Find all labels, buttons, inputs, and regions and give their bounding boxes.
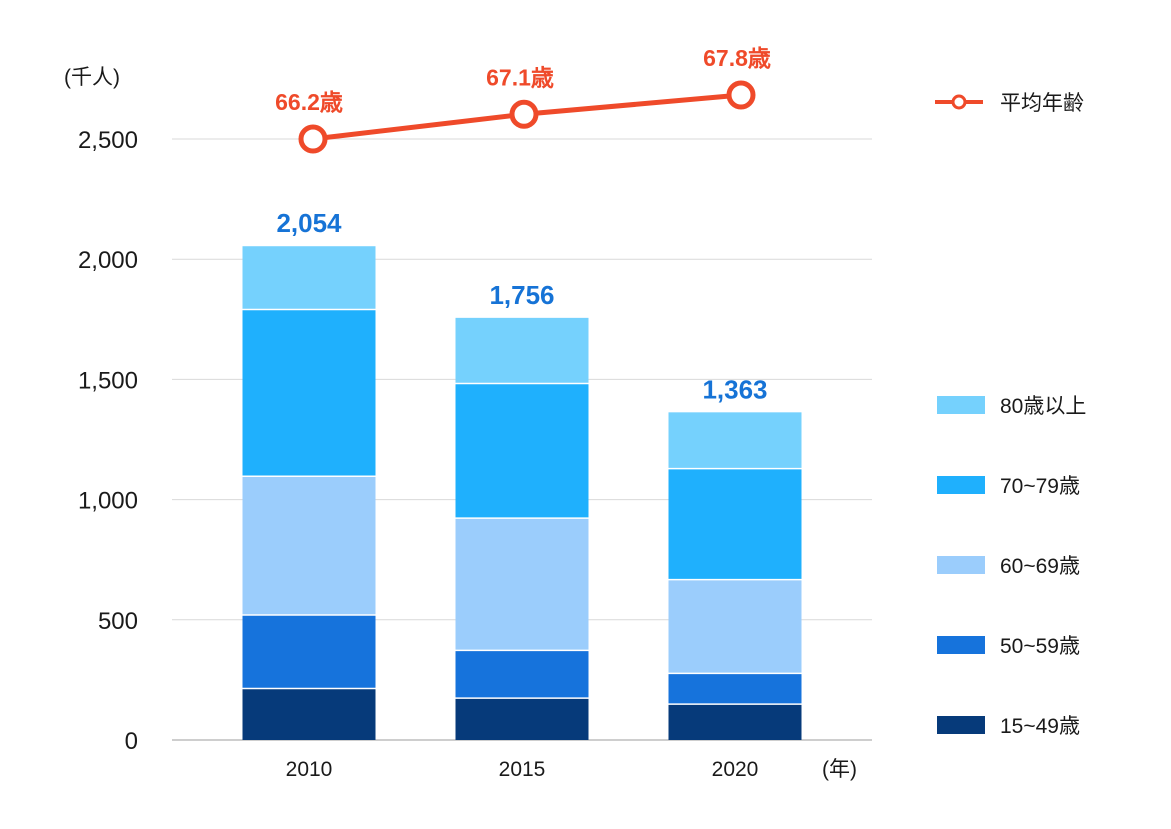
y-tick-label: 500 [98,608,138,635]
bar-segment [455,317,589,384]
bar-segment [455,698,589,740]
bar-stacks [242,246,802,740]
x-tick-label: 2015 [499,758,546,781]
average-age-point [509,99,539,129]
bar-segment [455,518,589,651]
bar-segment [242,688,376,740]
y-axis-unit-label: (千人) [64,66,120,89]
legend-swatch [937,556,985,574]
average-age-point [726,80,756,110]
average-age-line: 66.2歳 67.1歳 67.8歳 [275,45,771,154]
legend-swatch [937,636,985,654]
bar-segment [668,704,802,740]
average-age-label: 67.1歳 [486,64,554,90]
average-age-label: 66.2歳 [275,89,343,115]
legend-swatch [937,396,985,414]
bar-segment [242,246,376,310]
bar-segment [668,468,802,580]
bar-segment [242,476,376,615]
bar-segment [242,614,376,689]
legend-swatch [937,476,985,494]
legend-label: 70~79歳 [1000,475,1080,498]
x-axis-unit-label: (年) [822,758,857,781]
bar-segment [668,579,802,674]
legend-label: 50~59歳 [1000,635,1080,658]
y-tick-label: 2,500 [78,127,138,154]
bar-segment [668,673,802,705]
legend: 平均年齢 80歳以上 70~79歳 60~69歳 50~59歳 15~49歳 [935,92,1086,738]
legend-label: 15~49歳 [1000,715,1080,738]
bar-total-label: 1,756 [489,280,554,310]
x-axis-ticks: 2010 2015 2020 [286,758,759,781]
bar-totals: 2,054 1,756 1,363 [276,208,767,404]
average-age-label: 67.8歳 [703,45,771,71]
legend-label: 60~69歳 [1000,555,1080,578]
bar-segment [242,309,376,477]
legend-line-marker [951,94,967,110]
y-tick-label: 2,000 [78,247,138,274]
bar-total-label: 2,054 [276,208,342,238]
x-tick-label: 2020 [712,758,759,781]
y-tick-label: 1,000 [78,488,138,515]
y-tick-label: 1,500 [78,367,138,394]
legend-label: 平均年齢 [1000,92,1084,115]
y-tick-label: 0 [125,728,138,755]
average-age-point [298,124,328,154]
legend-swatch [937,716,985,734]
bar-segment [455,383,589,519]
y-axis-ticks: 0 500 1,000 1,500 2,000 2,500 [78,127,138,755]
x-tick-label: 2010 [286,758,333,781]
bar-total-label: 1,363 [702,374,767,404]
bar-segment [668,412,802,469]
bar-segment [455,650,589,699]
legend-label: 80歳以上 [1000,395,1086,418]
